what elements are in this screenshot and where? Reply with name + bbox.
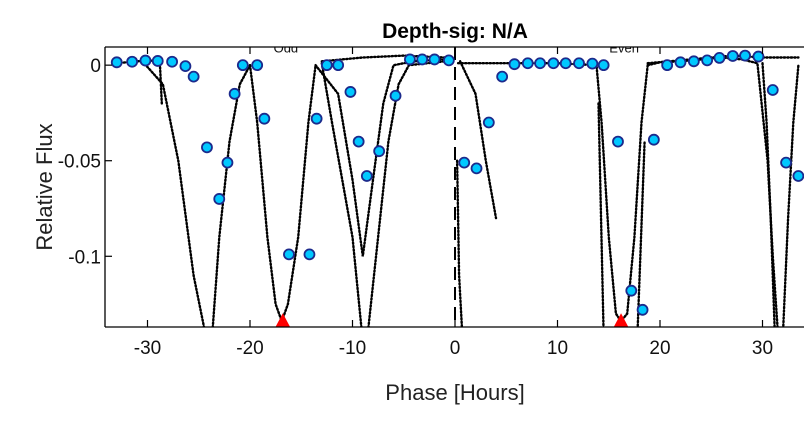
binned-point xyxy=(389,89,402,102)
binned-point xyxy=(508,58,521,71)
binned-point xyxy=(403,53,416,66)
binned-point xyxy=(726,50,739,62)
binned-point xyxy=(597,59,610,72)
binned-point xyxy=(236,59,249,72)
model-curve xyxy=(458,60,498,220)
binned-point xyxy=(187,70,200,83)
plot-area: Odd Even xyxy=(110,41,804,327)
binned-point xyxy=(521,57,534,70)
binned-point xyxy=(573,57,585,70)
binned-point xyxy=(766,84,779,96)
model-curve xyxy=(782,64,800,327)
binned-point xyxy=(661,59,674,72)
binned-point xyxy=(701,54,714,67)
binned-point xyxy=(687,55,700,68)
x-tick-label: -20 xyxy=(236,338,263,359)
binned-point xyxy=(303,248,316,261)
binned-points xyxy=(110,49,804,316)
x-ticks: -30 -20 -10 0 10 20 30 xyxy=(134,47,773,359)
binned-point xyxy=(458,156,471,169)
model-curve xyxy=(248,64,317,325)
binned-point xyxy=(442,54,455,67)
y-tick-label: 0 xyxy=(90,56,101,77)
model-curve xyxy=(211,64,252,327)
x-axis-label: Phase [Hours] xyxy=(385,380,524,405)
binned-point xyxy=(283,248,295,261)
binned-point xyxy=(352,135,365,148)
binned-point xyxy=(559,57,572,70)
binned-point xyxy=(739,49,751,62)
x-tick-label: 10 xyxy=(547,338,568,359)
binned-point xyxy=(251,59,264,72)
binned-point xyxy=(547,57,560,70)
model-curve xyxy=(320,62,363,327)
binned-point xyxy=(470,162,483,175)
binned-point xyxy=(344,86,357,98)
binned-point xyxy=(151,55,164,67)
transit-triangle xyxy=(613,313,629,327)
x-tick-label: 20 xyxy=(649,338,670,359)
binned-point xyxy=(221,156,234,169)
x-tick-label: 0 xyxy=(450,338,461,359)
transit-markers xyxy=(275,313,629,327)
chart-title: Depth-sig: N/A xyxy=(382,20,528,43)
y-tick-label: -0.05 xyxy=(58,152,101,173)
binned-point xyxy=(428,53,441,66)
binned-point xyxy=(373,145,386,158)
model-curve xyxy=(597,102,605,327)
model-curve xyxy=(115,59,163,105)
transit-triangle xyxy=(275,313,291,327)
binned-point xyxy=(310,112,323,125)
binned-point xyxy=(332,59,345,72)
binned-point xyxy=(228,87,241,100)
model-curve xyxy=(456,62,649,324)
binned-point xyxy=(110,56,123,69)
binned-point xyxy=(139,54,152,67)
binned-point xyxy=(496,70,509,83)
binned-point xyxy=(482,116,495,129)
binned-point xyxy=(320,59,333,72)
odd-label: Odd xyxy=(274,41,299,56)
model-curve xyxy=(141,60,206,327)
binned-point xyxy=(780,156,792,169)
binned-point xyxy=(612,135,624,148)
binned-point xyxy=(752,50,765,63)
binned-point xyxy=(126,55,139,68)
binned-point xyxy=(258,112,271,125)
binned-point xyxy=(534,57,546,70)
model-curve xyxy=(646,56,779,327)
binned-point xyxy=(213,193,226,205)
binned-point xyxy=(360,170,373,182)
binned-point xyxy=(416,53,429,66)
x-tick-label: -30 xyxy=(134,338,161,359)
binned-point xyxy=(201,141,213,154)
y-axis-label: Relative Flux xyxy=(32,123,57,250)
binned-point xyxy=(674,56,687,69)
x-tick-label: -10 xyxy=(339,338,366,359)
model-curve xyxy=(455,159,464,327)
binned-point xyxy=(713,51,726,64)
model-curve xyxy=(761,62,776,327)
model-curve xyxy=(636,140,646,327)
model-curve xyxy=(367,60,446,327)
binned-point xyxy=(625,284,638,297)
binned-point xyxy=(647,133,660,146)
x-tick-label: 30 xyxy=(752,338,773,359)
binned-point xyxy=(179,60,192,73)
y-ticks: 0 -0.05 -0.1 xyxy=(58,56,112,268)
binned-point xyxy=(166,55,179,68)
binned-point xyxy=(586,57,599,70)
even-label: Even xyxy=(609,41,639,56)
y-tick-label: -0.1 xyxy=(68,247,101,268)
binned-point xyxy=(792,170,804,182)
binned-point xyxy=(636,303,649,316)
